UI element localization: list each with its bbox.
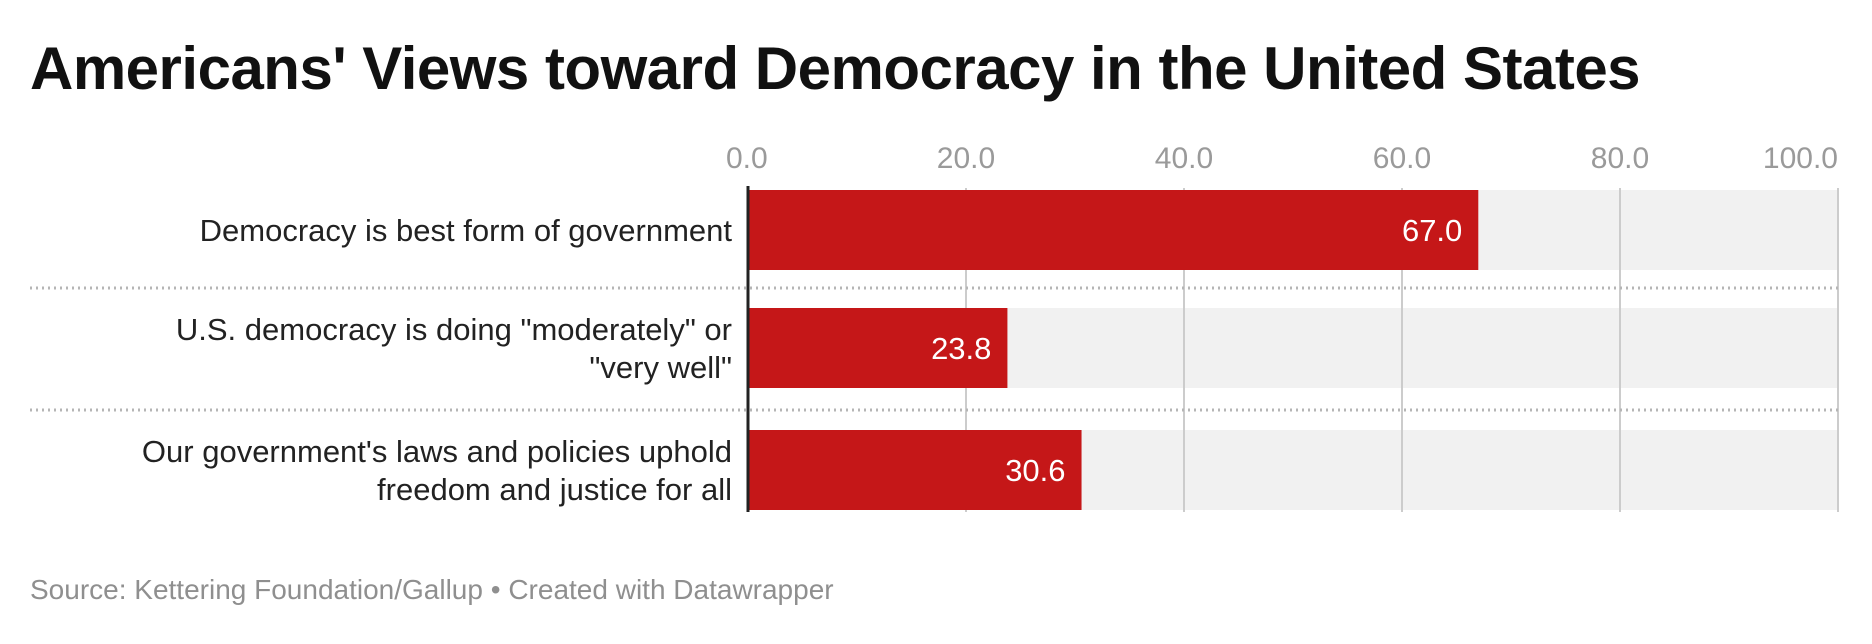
source-note: Source: Kettering Foundation/Gallup xyxy=(30,574,483,605)
x-tick-label: 100.0 xyxy=(1763,142,1838,175)
x-tick-label: 40.0 xyxy=(1155,142,1213,175)
x-tick-label: 0.0 xyxy=(726,142,768,175)
bar-value-label: 30.6 xyxy=(1005,453,1065,488)
chart-footer: Source: Kettering Foundation/Gallup • Cr… xyxy=(30,574,834,606)
bar-value-label: 23.8 xyxy=(931,331,991,366)
category-label-line: Democracy is best form of government xyxy=(200,213,733,248)
bar xyxy=(748,430,1082,510)
x-tick-label: 60.0 xyxy=(1373,142,1431,175)
x-axis-ticks: 0.0 20.0 40.0 60.0 80.0 100.0 xyxy=(726,142,1838,175)
x-tick-label: 20.0 xyxy=(937,142,995,175)
bar-value-label: 67.0 xyxy=(1402,213,1462,248)
category-label: U.S. democracy is doing "moderately" or "… xyxy=(176,312,732,385)
bar xyxy=(748,308,1008,388)
category-label-group: Democracy is best form of government U.S.… xyxy=(142,213,732,507)
footer-separator: • xyxy=(490,574,501,605)
x-tick-label: 80.0 xyxy=(1591,142,1649,175)
chart-title: Americans' Views toward Democracy in the… xyxy=(30,35,1641,102)
category-label: Our government's laws and policies uphol… xyxy=(142,434,732,507)
category-label-line: Our government's laws and policies uphol… xyxy=(142,434,732,469)
row-separator-group xyxy=(30,286,1838,412)
category-label-line: "very well" xyxy=(589,350,732,385)
bar xyxy=(748,190,1479,270)
category-label-line: U.S. democracy is doing "moderately" or xyxy=(176,312,732,347)
credit-note: Created with Datawrapper xyxy=(508,574,834,605)
value-label-group: 67.0 23.8 30.6 xyxy=(931,213,1462,488)
category-label: Democracy is best form of government xyxy=(200,213,733,248)
category-label-line: freedom and justice for all xyxy=(377,472,732,507)
bar-group xyxy=(748,190,1479,510)
